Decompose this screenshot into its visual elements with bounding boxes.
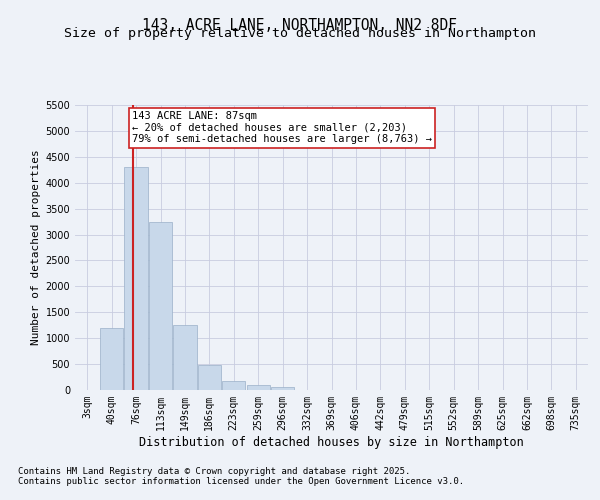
Bar <box>149 222 172 390</box>
Bar <box>247 386 270 390</box>
Bar <box>173 325 197 390</box>
Text: Size of property relative to detached houses in Northampton: Size of property relative to detached ho… <box>64 28 536 40</box>
Text: Contains public sector information licensed under the Open Government Licence v3: Contains public sector information licen… <box>18 477 464 486</box>
Bar <box>100 328 123 390</box>
Bar <box>222 381 245 390</box>
Bar <box>198 364 221 390</box>
Text: Contains HM Land Registry data © Crown copyright and database right 2025.: Contains HM Land Registry data © Crown c… <box>18 467 410 476</box>
Bar <box>124 167 148 390</box>
Y-axis label: Number of detached properties: Number of detached properties <box>31 150 41 346</box>
X-axis label: Distribution of detached houses by size in Northampton: Distribution of detached houses by size … <box>139 436 524 448</box>
Text: 143, ACRE LANE, NORTHAMPTON, NN2 8DF: 143, ACRE LANE, NORTHAMPTON, NN2 8DF <box>143 18 458 32</box>
Bar <box>271 388 294 390</box>
Text: 143 ACRE LANE: 87sqm
← 20% of detached houses are smaller (2,203)
79% of semi-de: 143 ACRE LANE: 87sqm ← 20% of detached h… <box>131 112 431 144</box>
